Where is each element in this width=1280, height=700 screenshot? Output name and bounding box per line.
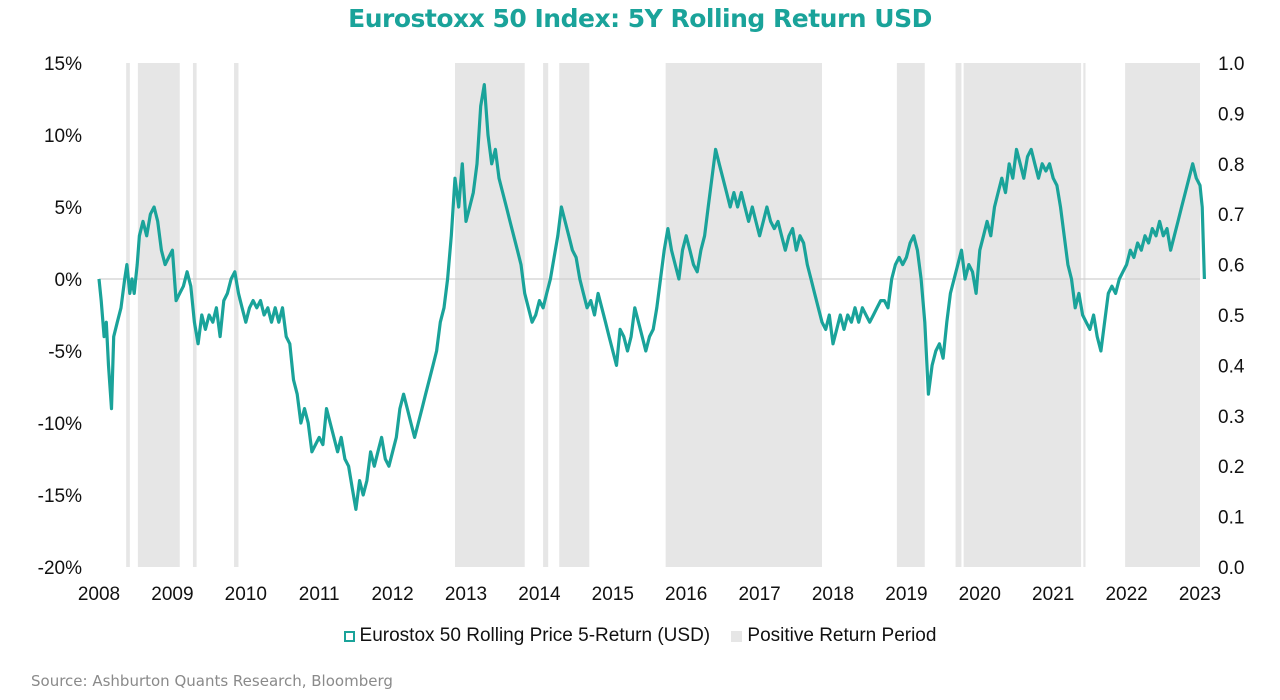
positive-period-band [1083,63,1086,567]
positive-period-band [137,63,180,567]
legend-swatch-line-icon [343,630,355,642]
y-left-tick-label: -5% [48,342,82,363]
positive-period-band [665,63,822,567]
x-tick-label: 2015 [592,584,634,605]
x-tick-label: 2019 [885,584,927,605]
y-right-tick-label: 0.6 [1218,256,1244,277]
x-tick-label: 2013 [445,584,487,605]
positive-period-band [126,63,130,567]
legend: Eurostox 50 Rolling Price 5-Return (USD)… [0,625,1280,648]
x-tick-label: 2020 [959,584,1001,605]
y-right-tick-label: 0.7 [1218,205,1244,226]
x-tick-label: 2023 [1179,584,1221,605]
x-tick-label: 2016 [665,584,707,605]
positive-period-band [955,63,962,567]
x-tick-label: 2017 [738,584,780,605]
y-left-tick-label: -20% [38,558,82,579]
x-tick-label: 2011 [299,584,340,605]
y-right-tick-label: 0.5 [1218,306,1244,327]
x-axis-ticks: 2008 2009 2010 2011 2012 2013 2014 2015 2016 2017… [78,584,1221,605]
y-axis-left-ticks: 15% 10% 5% 0% -5% -10% -15% -20% [38,54,82,579]
positive-period-band [896,63,925,567]
x-tick-label: 2008 [78,584,120,605]
rolling-return-line [97,82,1206,511]
x-tick-label: 2010 [225,584,267,605]
y-right-tick-label: 0.4 [1218,356,1245,377]
x-tick-label: 2021 [1032,584,1074,605]
y-left-tick-label: 5% [55,198,83,219]
legend-label-return: Eurostox 50 Rolling Price 5-Return (USD) [359,625,711,646]
positive-period-band [543,63,549,567]
positive-period-band [559,63,590,567]
chart-title: Eurostoxx 50 Index: 5Y Rolling Return US… [348,4,932,33]
y-right-tick-label: 0.0 [1218,558,1244,579]
legend-item-positive-period: Positive Return Period [731,625,936,647]
x-tick-label: 2014 [518,584,561,605]
y-right-tick-label: 0.8 [1218,155,1244,176]
y-right-tick-label: 1.0 [1218,54,1244,75]
positive-period-band [234,63,239,567]
legend-swatch-shade-icon [731,630,743,642]
y-axis-right-ticks: 1.0 0.9 0.8 0.7 0.6 0.5 0.4 0.3 0.2 0.1 0.0 [1218,54,1245,579]
y-right-tick-label: 0.1 [1218,508,1244,529]
y-left-tick-label: 0% [55,270,83,291]
y-right-tick-label: 0.9 [1218,104,1244,125]
source-note: Source: Ashburton Quants Research, Bloom… [31,672,393,690]
x-tick-label: 2022 [1105,584,1147,605]
legend-label-positive-period: Positive Return Period [747,625,937,646]
positive-return-shading [126,63,1200,567]
y-right-tick-label: 0.3 [1218,407,1244,428]
y-left-tick-label: -15% [38,486,82,507]
y-right-tick-label: 0.2 [1218,457,1244,478]
y-left-tick-label: -10% [38,414,82,435]
positive-period-band [963,63,1082,567]
x-tick-label: 2018 [812,584,854,605]
y-left-tick-label: 10% [44,126,82,147]
y-left-tick-label: 15% [44,54,82,75]
positive-period-band [1125,63,1200,567]
x-tick-label: 2012 [371,584,413,605]
x-tick-label: 2009 [151,584,193,605]
legend-item-return: Eurostox 50 Rolling Price 5-Return (USD) [343,625,711,647]
